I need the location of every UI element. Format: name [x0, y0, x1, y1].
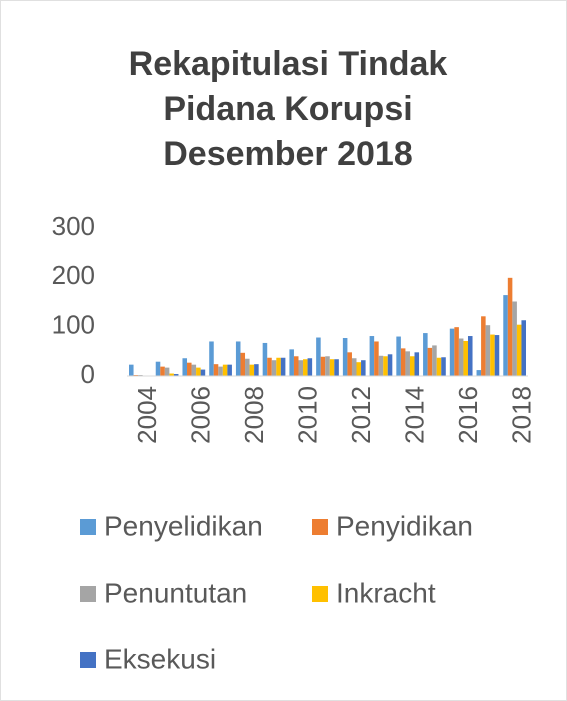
- bar: [490, 334, 495, 376]
- bar: [494, 335, 500, 376]
- bar: [209, 341, 214, 376]
- x-tick-label: 2010: [293, 386, 323, 444]
- bar: [405, 351, 410, 376]
- y-tick-label: 0: [81, 359, 95, 389]
- legend-swatch: [80, 586, 96, 602]
- bar: [396, 336, 401, 376]
- bar: [387, 354, 393, 376]
- legend-swatch: [312, 586, 328, 602]
- bar: [298, 360, 304, 376]
- bar: [521, 320, 526, 376]
- bar: [427, 347, 433, 376]
- bar: [187, 362, 192, 376]
- bar: [485, 325, 491, 376]
- bar: [481, 316, 486, 376]
- legend-label: Penuntutan: [104, 577, 247, 608]
- bar: [423, 333, 428, 376]
- bar: [409, 356, 415, 376]
- bar: [516, 324, 522, 376]
- bar: [200, 369, 206, 376]
- bar: [262, 342, 268, 376]
- bar: [361, 360, 366, 376]
- x-tick-label: 2016: [453, 386, 483, 444]
- y-tick-label: 300: [52, 211, 95, 241]
- bar: [449, 328, 455, 376]
- legend-label: Inkracht: [336, 577, 436, 608]
- bar: [400, 348, 406, 376]
- bar: [351, 358, 357, 376]
- x-tick-label: 2012: [346, 386, 376, 444]
- bar: [320, 356, 326, 376]
- bar: [267, 357, 272, 376]
- bar: [507, 277, 513, 376]
- legend-swatch: [80, 519, 96, 535]
- bar: [191, 364, 197, 376]
- bar: [249, 364, 255, 376]
- bar: [293, 356, 299, 376]
- bar: [169, 373, 174, 376]
- bar: [196, 367, 201, 376]
- bar: [173, 374, 179, 376]
- bar: [476, 370, 482, 376]
- bar: [307, 358, 313, 376]
- bar: [374, 341, 379, 376]
- bar: [334, 359, 339, 376]
- bar: [383, 356, 388, 376]
- bar: [254, 364, 259, 376]
- x-tick-label: 2006: [186, 386, 216, 444]
- bar: [182, 358, 188, 376]
- bar: [503, 295, 508, 376]
- bar: [378, 355, 384, 376]
- chart-title: Rekapitulasi Tindak Pidana Korupsi Desem…: [128, 45, 448, 173]
- bar: [369, 336, 375, 376]
- bar: [325, 356, 330, 376]
- x-tick-label: 2018: [507, 386, 537, 444]
- bar: [316, 337, 321, 376]
- bar: [245, 358, 250, 376]
- x-tick-label: 2008: [239, 386, 269, 444]
- bar: [271, 360, 277, 376]
- bar: [213, 364, 219, 376]
- bar: [235, 341, 241, 376]
- legend-label: Penyidikan: [336, 510, 473, 541]
- legend-swatch: [80, 652, 96, 668]
- legend-swatch: [312, 519, 328, 535]
- bar: [276, 357, 281, 376]
- bar: [436, 357, 442, 376]
- bar: [164, 367, 170, 376]
- y-tick-label: 100: [52, 310, 95, 340]
- bar: [155, 361, 161, 376]
- y-tick-label: 200: [52, 260, 95, 290]
- bar: [342, 338, 348, 376]
- bar: [240, 352, 246, 376]
- bar: [218, 366, 223, 376]
- bar: [347, 352, 352, 376]
- bar: [329, 359, 335, 376]
- legend-label: Eksekusi: [104, 643, 216, 674]
- bar: [454, 327, 459, 376]
- bar: [222, 364, 228, 376]
- x-tick-label: 2004: [132, 386, 162, 444]
- bar: [129, 364, 134, 376]
- bar: [512, 301, 517, 376]
- bar: [227, 364, 232, 376]
- bar: [356, 362, 362, 376]
- bar: [432, 345, 437, 376]
- bar: [441, 357, 446, 376]
- bar: [280, 357, 286, 376]
- bar: [414, 352, 420, 376]
- x-tick-label: 2014: [400, 386, 430, 444]
- bar: [467, 336, 473, 376]
- bar: [458, 338, 464, 376]
- bar: [463, 340, 468, 376]
- legend-label: Penyelidikan: [104, 510, 263, 541]
- bar: [289, 349, 294, 376]
- bar: [303, 359, 308, 376]
- bar: [160, 366, 165, 376]
